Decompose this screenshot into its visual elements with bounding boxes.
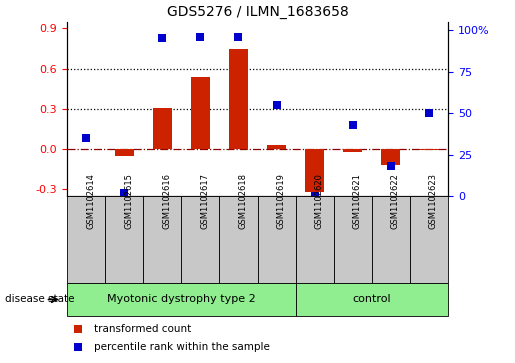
Point xyxy=(425,110,433,116)
Bar xyxy=(143,196,181,283)
Text: Myotonic dystrophy type 2: Myotonic dystrophy type 2 xyxy=(107,294,255,305)
Text: GSM1102617: GSM1102617 xyxy=(200,173,209,229)
Bar xyxy=(229,49,248,149)
Point xyxy=(272,102,281,108)
Title: GDS5276 / ILMN_1683658: GDS5276 / ILMN_1683658 xyxy=(167,5,348,19)
Bar xyxy=(296,283,448,316)
Bar xyxy=(191,77,210,149)
Bar xyxy=(372,196,410,283)
Point xyxy=(234,34,243,40)
Text: percentile rank within the sample: percentile rank within the sample xyxy=(94,342,269,352)
Bar xyxy=(67,283,296,316)
Text: GSM1102622: GSM1102622 xyxy=(391,173,400,229)
Bar xyxy=(344,149,363,152)
Text: GSM1102621: GSM1102621 xyxy=(353,173,362,229)
Bar xyxy=(219,196,258,283)
Text: GSM1102623: GSM1102623 xyxy=(429,173,438,229)
Point xyxy=(74,326,82,331)
Bar xyxy=(105,196,143,283)
Text: GSM1102614: GSM1102614 xyxy=(86,173,95,229)
Text: GSM1102615: GSM1102615 xyxy=(124,173,133,229)
Text: GSM1102618: GSM1102618 xyxy=(238,173,247,229)
Bar xyxy=(296,196,334,283)
Bar xyxy=(258,196,296,283)
Point xyxy=(387,163,395,169)
Bar xyxy=(419,149,439,150)
Bar xyxy=(153,107,172,149)
Point xyxy=(74,344,82,350)
Point xyxy=(158,36,166,41)
Text: control: control xyxy=(352,294,391,305)
Point xyxy=(196,34,204,40)
Point xyxy=(349,122,357,127)
Point xyxy=(311,193,319,199)
Bar xyxy=(114,149,134,156)
Bar xyxy=(382,149,401,165)
Text: GSM1102616: GSM1102616 xyxy=(162,173,171,229)
Text: GSM1102619: GSM1102619 xyxy=(277,173,285,229)
Bar xyxy=(334,196,372,283)
Bar xyxy=(67,196,105,283)
Bar xyxy=(305,149,324,192)
Bar xyxy=(267,145,286,149)
Bar xyxy=(181,196,219,283)
Text: GSM1102620: GSM1102620 xyxy=(315,173,323,229)
Text: transformed count: transformed count xyxy=(94,323,191,334)
Point xyxy=(120,190,128,196)
Point xyxy=(82,135,90,141)
Text: disease state: disease state xyxy=(5,294,75,305)
Bar xyxy=(410,196,448,283)
